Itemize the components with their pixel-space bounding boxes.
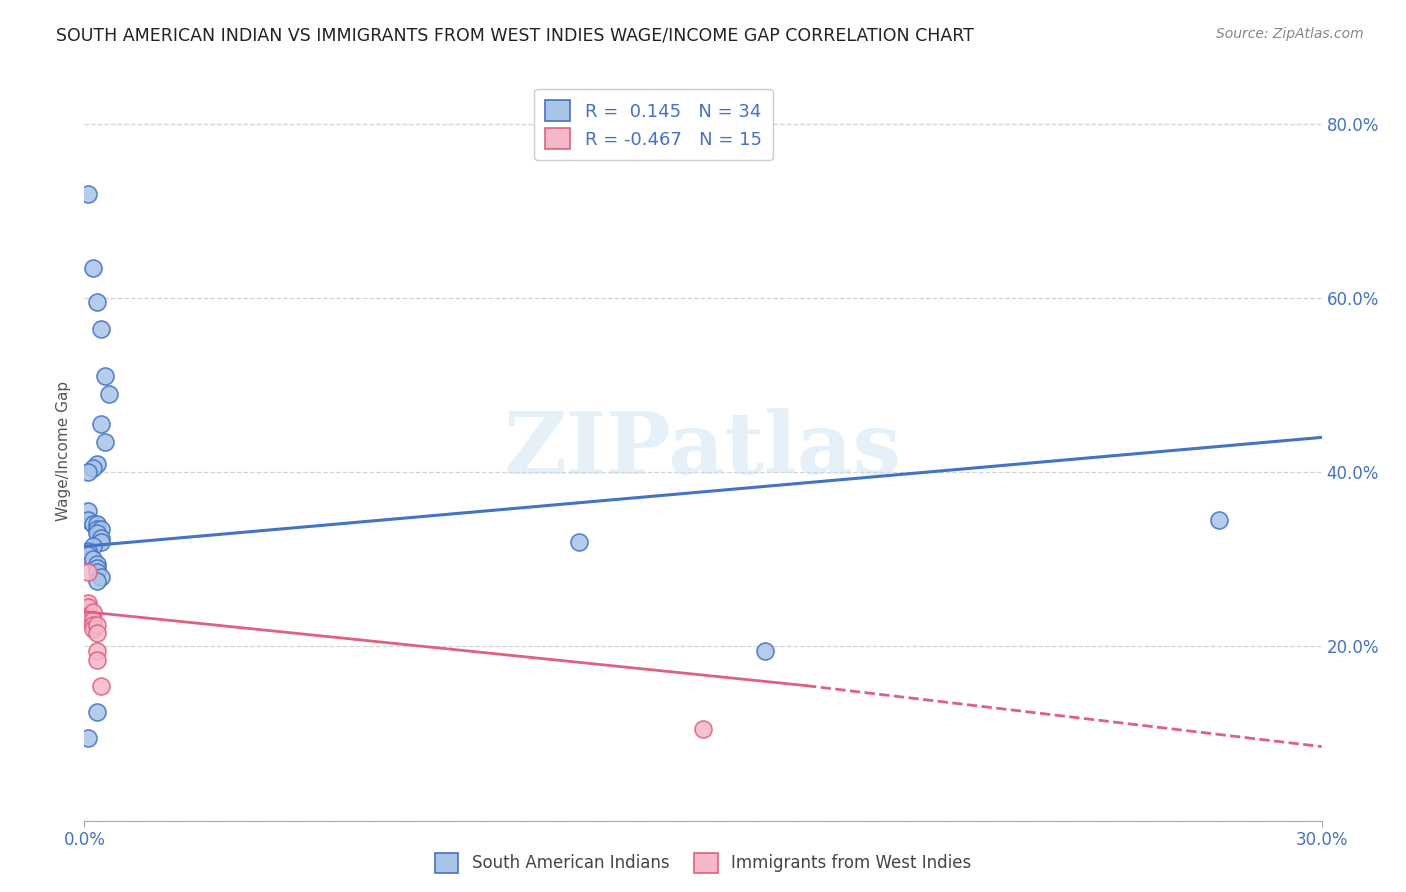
Point — [94, 369, 117, 384]
Point — [82, 517, 104, 532]
Point — [754, 644, 776, 658]
Point — [86, 566, 108, 580]
Point — [82, 552, 104, 566]
Point — [86, 574, 108, 588]
Point — [77, 566, 100, 580]
Point — [90, 535, 112, 549]
Point — [86, 557, 108, 571]
Text: Source: ZipAtlas.com: Source: ZipAtlas.com — [1216, 27, 1364, 41]
Point — [90, 417, 112, 432]
Point — [77, 613, 100, 627]
Point — [82, 461, 104, 475]
Point — [77, 513, 100, 527]
Point — [77, 543, 100, 558]
Point — [77, 731, 100, 745]
Point — [90, 522, 112, 536]
Point — [86, 517, 108, 532]
Point — [86, 295, 108, 310]
Point — [90, 679, 112, 693]
Point — [82, 613, 104, 627]
Point — [98, 387, 121, 401]
Point — [86, 626, 108, 640]
Point — [86, 644, 108, 658]
Point — [77, 465, 100, 479]
Text: SOUTH AMERICAN INDIAN VS IMMIGRANTS FROM WEST INDIES WAGE/INCOME GAP CORRELATION: SOUTH AMERICAN INDIAN VS IMMIGRANTS FROM… — [56, 27, 974, 45]
Point — [77, 609, 100, 624]
Point — [568, 535, 591, 549]
Point — [77, 596, 100, 610]
Point — [82, 260, 104, 275]
Point — [90, 570, 112, 584]
Point — [86, 526, 108, 541]
Legend: R =  0.145   N = 34, R = -0.467   N = 15: R = 0.145 N = 34, R = -0.467 N = 15 — [534, 89, 773, 160]
Point — [77, 548, 100, 562]
Point — [86, 522, 108, 536]
Point — [86, 705, 108, 719]
Point — [90, 531, 112, 545]
Point — [77, 600, 100, 615]
Point — [86, 652, 108, 666]
Point — [90, 321, 112, 335]
Point — [692, 722, 714, 736]
Point — [77, 186, 100, 201]
Point — [82, 617, 104, 632]
Point — [94, 434, 117, 449]
Point — [86, 457, 108, 471]
Point — [86, 561, 108, 575]
Point — [77, 504, 100, 518]
Point — [82, 622, 104, 636]
Text: ZIPatlas: ZIPatlas — [503, 409, 903, 492]
Point — [86, 617, 108, 632]
Legend: South American Indians, Immigrants from West Indies: South American Indians, Immigrants from … — [429, 847, 977, 880]
Y-axis label: Wage/Income Gap: Wage/Income Gap — [56, 380, 72, 521]
Point — [1208, 513, 1230, 527]
Point — [82, 605, 104, 619]
Point — [82, 539, 104, 553]
